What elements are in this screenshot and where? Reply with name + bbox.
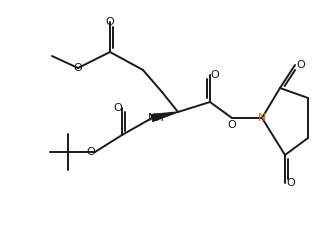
Polygon shape: [151, 112, 178, 122]
Text: O: O: [228, 120, 236, 130]
Text: O: O: [106, 17, 114, 27]
Text: O: O: [287, 178, 295, 188]
Text: O: O: [113, 103, 122, 113]
Text: O: O: [297, 60, 305, 70]
Text: O: O: [74, 63, 82, 73]
Text: O: O: [87, 147, 95, 157]
Text: O: O: [211, 70, 219, 80]
Text: N: N: [258, 113, 266, 123]
Text: NH: NH: [147, 113, 164, 123]
